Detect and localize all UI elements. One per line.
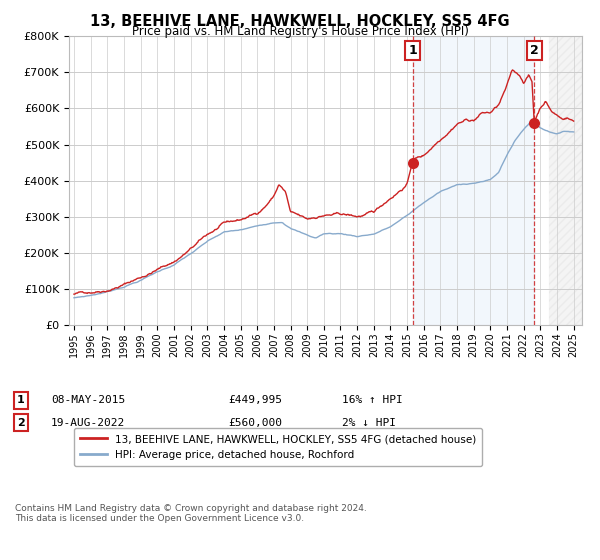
Text: £560,000: £560,000 xyxy=(228,418,282,428)
Bar xyxy=(413,36,534,325)
Text: 2: 2 xyxy=(530,44,539,57)
Text: Price paid vs. HM Land Registry's House Price Index (HPI): Price paid vs. HM Land Registry's House … xyxy=(131,25,469,38)
Text: 2% ↓ HPI: 2% ↓ HPI xyxy=(342,418,396,428)
Legend: 13, BEEHIVE LANE, HAWKWELL, HOCKLEY, SS5 4FG (detached house), HPI: Average pric: 13, BEEHIVE LANE, HAWKWELL, HOCKLEY, SS5… xyxy=(74,428,482,466)
Text: 16% ↑ HPI: 16% ↑ HPI xyxy=(342,395,403,405)
Text: 19-AUG-2022: 19-AUG-2022 xyxy=(51,418,125,428)
Text: 1: 1 xyxy=(409,44,418,57)
Bar xyxy=(548,36,582,325)
Text: 1: 1 xyxy=(17,395,25,405)
Text: Contains HM Land Registry data © Crown copyright and database right 2024.
This d: Contains HM Land Registry data © Crown c… xyxy=(15,504,367,524)
Text: 13, BEEHIVE LANE, HAWKWELL, HOCKLEY, SS5 4FG: 13, BEEHIVE LANE, HAWKWELL, HOCKLEY, SS5… xyxy=(90,14,510,29)
Text: 2: 2 xyxy=(17,418,25,428)
Text: 08-MAY-2015: 08-MAY-2015 xyxy=(51,395,125,405)
Text: £449,995: £449,995 xyxy=(228,395,282,405)
